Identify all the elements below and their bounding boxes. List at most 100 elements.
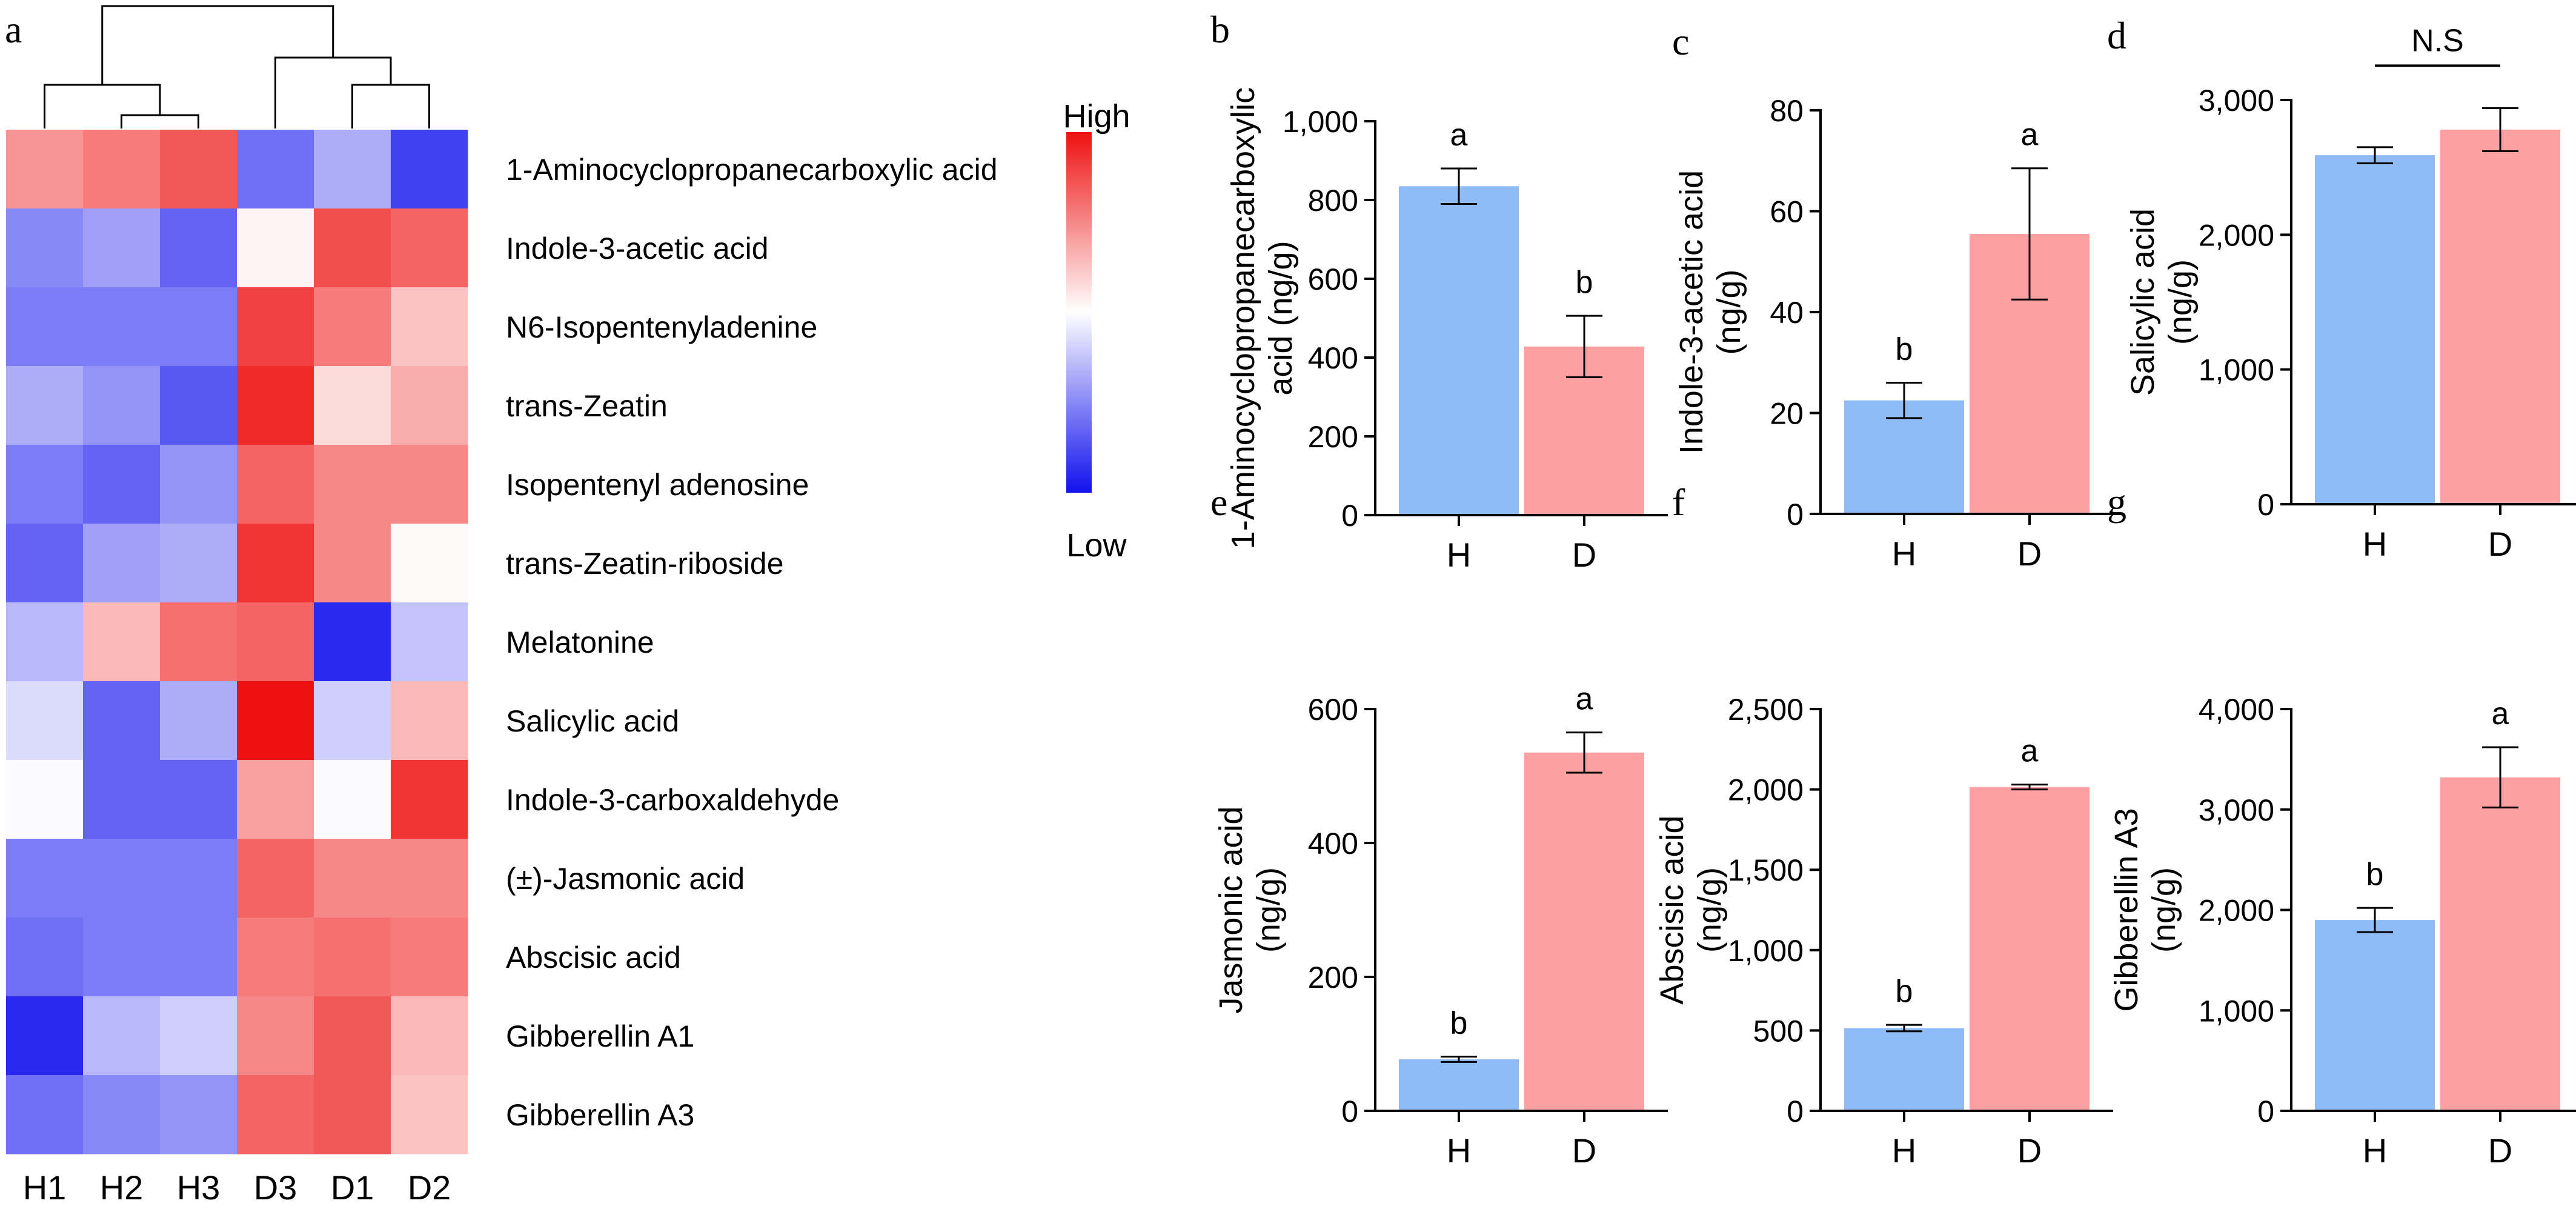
heatmap-cell (314, 681, 391, 761)
heatmap-row-label: Gibberellin A1 (506, 1019, 694, 1053)
y-tick-label: 1,000 (1283, 105, 1358, 139)
y-tick-label: 3,000 (2199, 793, 2274, 827)
heatmap-cell (160, 1075, 237, 1154)
heatmap-cell (237, 602, 314, 682)
y-tick-label: 0 (1787, 1094, 1804, 1128)
y-tick-label: 200 (1308, 420, 1358, 454)
y-tick-label: 0 (1341, 1094, 1358, 1128)
heatmap-cell (6, 918, 84, 997)
y-tick-label: 800 (1308, 184, 1358, 218)
significance-label: b (1576, 265, 1593, 300)
x-tick-label: H (1447, 1131, 1471, 1170)
heatmap-cell (6, 602, 84, 682)
y-tick-label: 2,000 (1728, 773, 1804, 807)
heatmap-cell (391, 996, 468, 1076)
x-tick-label: H (1892, 535, 1916, 573)
heatmap-cell (160, 760, 237, 839)
heatmap-cell (237, 996, 314, 1076)
y-axis-title: Gibberellin A3 (2108, 808, 2145, 1011)
x-tick-label: H (2363, 1131, 2387, 1170)
heatmap-cell (237, 839, 314, 918)
heatmap-cell (83, 287, 161, 367)
heatmap-row-label: Melatonine (506, 625, 654, 659)
heatmap-row-label: (±)-Jasmonic acid (506, 862, 745, 896)
heatmap-cell (391, 839, 468, 918)
y-tick-label: 600 (1308, 693, 1358, 727)
heatmap-cell (391, 366, 468, 445)
y-axis-title: acid (ng/g) (1263, 241, 1299, 395)
heatmap-cell (160, 918, 237, 997)
heatmap-cell (314, 208, 391, 288)
panel-letter-e: e (1210, 481, 1227, 524)
heatmap-cell (83, 208, 161, 288)
y-tick-label: 200 (1308, 961, 1358, 994)
heatmap-cell (83, 996, 161, 1076)
significance-label: a (1576, 682, 1593, 717)
heatmap-cell (237, 366, 314, 445)
heatmap-row-label: Indole-3-carboxaldehyde (506, 783, 839, 817)
y-axis-title: (ng/g) (1711, 269, 1747, 355)
significance-label: b (2366, 857, 2384, 892)
heatmap-cell (83, 445, 161, 524)
y-tick-label: 0 (2257, 1094, 2274, 1128)
significance-label: a (2492, 696, 2509, 731)
y-axis-title: Indole-3-acetic acid (1673, 170, 1710, 454)
heatmap-cell (237, 445, 314, 524)
heatmap-cell (83, 760, 161, 839)
significance-label: a (2021, 734, 2039, 769)
x-tick-label: D (1572, 536, 1596, 574)
y-tick-label: 1,000 (2199, 353, 2274, 387)
x-tick-label: H (1447, 536, 1471, 574)
heatmap-cell (160, 445, 237, 524)
heatmap-cell (391, 445, 468, 524)
x-tick-label: D (2488, 1131, 2512, 1170)
y-tick-label: 0 (1787, 498, 1804, 531)
panel-letter-b: b (1210, 8, 1230, 51)
dendrogram-branch (101, 5, 334, 85)
y-tick-label: 500 (1753, 1014, 1804, 1048)
heatmap-cell (314, 918, 391, 997)
heatmap-cell (314, 130, 391, 209)
heatmap-cell (314, 366, 391, 445)
heatmap-row-label: Indole-3-acetic acid (506, 232, 769, 265)
y-axis-title: Jasmonic acid (1213, 806, 1249, 1013)
dendrogram-branch (121, 114, 199, 128)
heatmap-row-label: Isopentenyl adenosine (506, 468, 809, 502)
heatmap-cell (314, 287, 391, 367)
heatmap-cell (83, 1075, 161, 1154)
y-axis-title: (ng/g) (1250, 867, 1287, 953)
bar-D (2440, 129, 2560, 504)
heatmap-cell (6, 760, 84, 839)
heatmap-cell (83, 681, 161, 761)
heatmap-cell (83, 130, 161, 209)
y-tick-label: 60 (1770, 195, 1804, 229)
color-scale-bar (1066, 132, 1092, 493)
y-tick-label: 20 (1770, 397, 1804, 431)
dendrogram-branch (274, 56, 392, 128)
heatmap-cell (391, 1075, 468, 1154)
y-axis-title: (ng/g) (2162, 259, 2199, 345)
heatmap-cell (6, 1075, 84, 1154)
heatmap-cell (83, 524, 161, 603)
legend-high-label: High (1063, 98, 1130, 135)
heatmap-cell (237, 524, 314, 603)
y-tick-label: 2,000 (2199, 218, 2274, 252)
heatmap-cell (160, 208, 237, 288)
panel-letter-a: a (5, 8, 22, 51)
significance-label: a (1450, 118, 1468, 153)
heatmap-row-label: Salicylic acid (506, 704, 679, 738)
heatmap-col-label: H2 (100, 1168, 144, 1206)
heatmap-row-label: Abscisic acid (506, 941, 681, 974)
bar-H (1844, 1028, 1964, 1111)
heatmap-col-label: D2 (408, 1168, 451, 1206)
heatmap-cell (391, 524, 468, 603)
heatmap-cell (6, 681, 84, 761)
y-tick-label: 400 (1308, 341, 1358, 375)
heatmap-cell (314, 760, 391, 839)
heatmap-cell (314, 524, 391, 603)
heatmap-cell (391, 681, 468, 761)
bar-H (2315, 920, 2435, 1111)
heatmap-row-label: 1-Aminocyclopropanecarboxylic acid (506, 153, 998, 187)
heatmap-cell (314, 445, 391, 524)
significance-label: b (1896, 974, 1913, 1009)
